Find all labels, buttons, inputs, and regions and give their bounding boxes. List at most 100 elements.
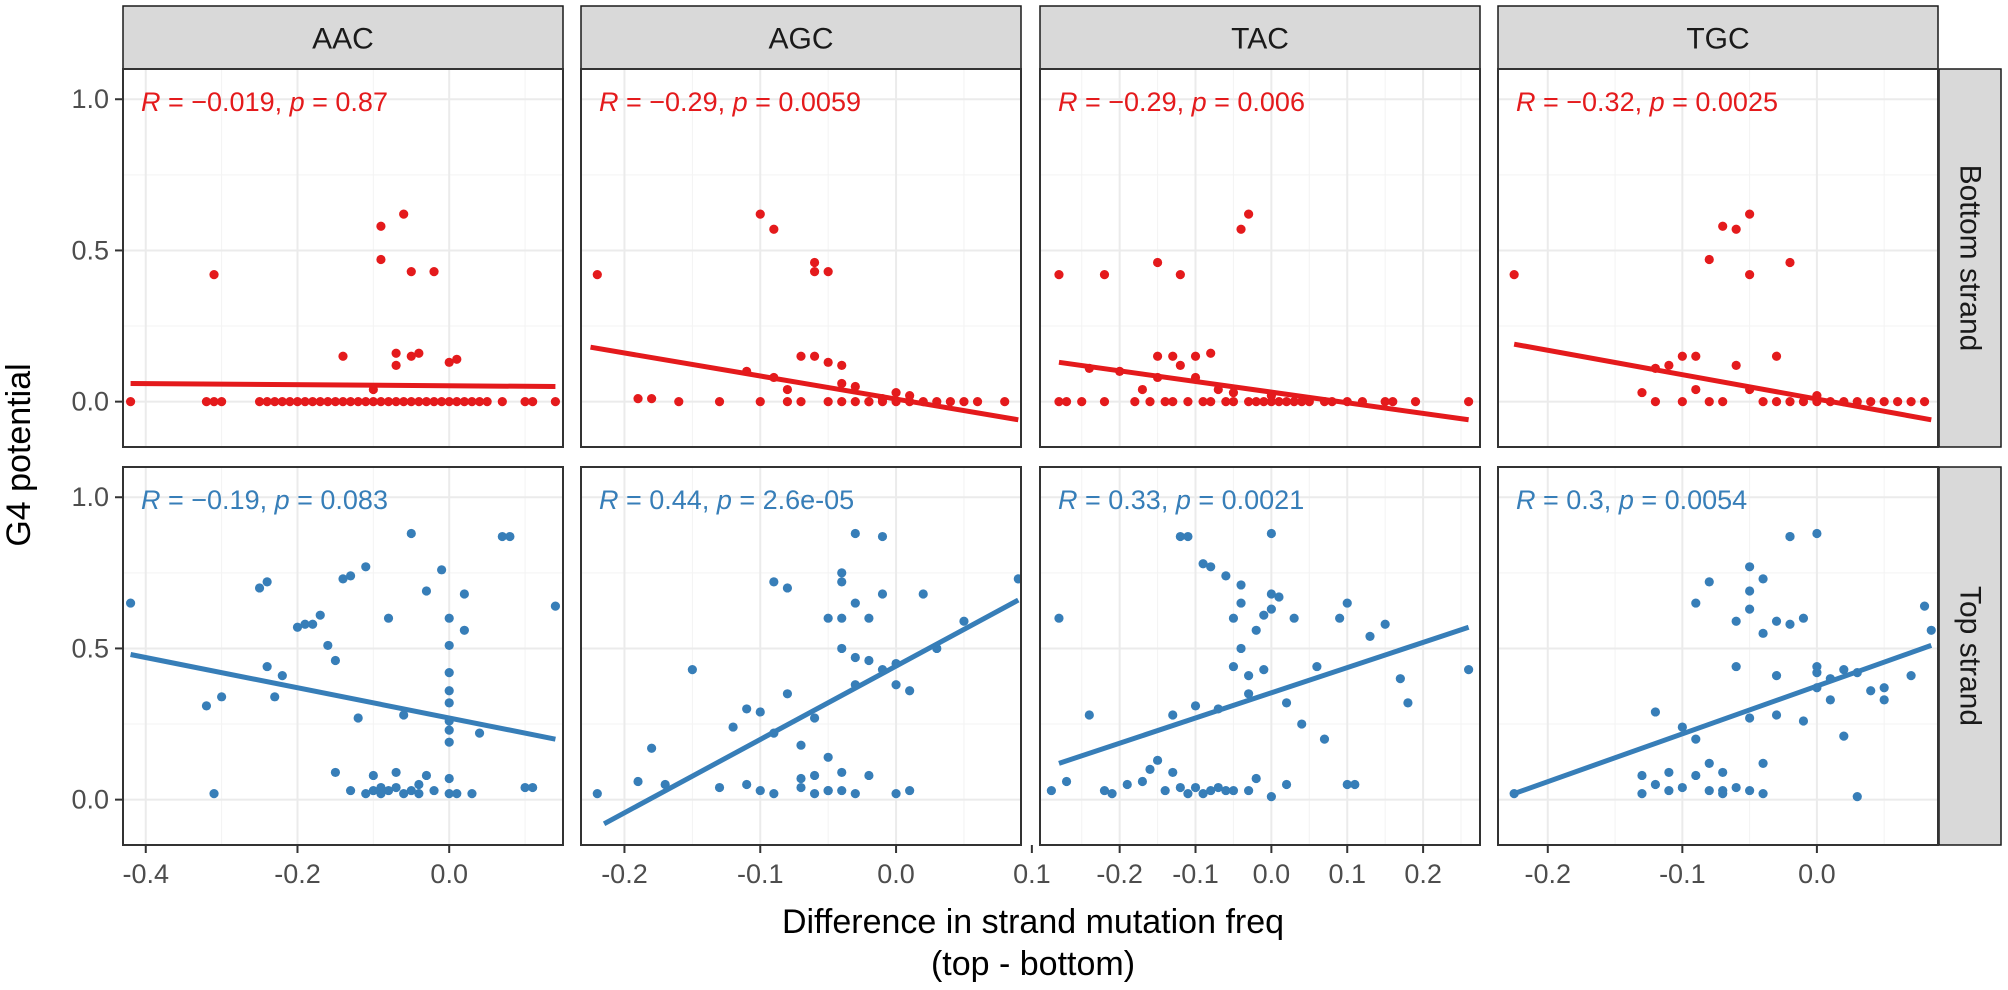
- x-tick-label: 0.1: [1328, 859, 1366, 889]
- data-point: [277, 397, 287, 407]
- data-point: [361, 562, 371, 572]
- data-point: [209, 788, 219, 799]
- panel-plot-area: [1040, 467, 1480, 845]
- panel-border: [580, 68, 1022, 448]
- data-point: [1061, 397, 1072, 407]
- data-point: [823, 752, 833, 762]
- data-point: [421, 397, 432, 407]
- data-point: [300, 397, 310, 407]
- data-point: [918, 589, 928, 599]
- data-point: [1731, 661, 1741, 672]
- data-point: [125, 598, 136, 608]
- data-point: [742, 704, 752, 714]
- regression-line: [130, 652, 556, 742]
- facet-strip-aac: AAC: [122, 5, 564, 70]
- data-point: [262, 661, 272, 672]
- panel-plot-area: [581, 69, 1021, 447]
- data-point: [647, 743, 657, 753]
- data-point: [209, 397, 219, 407]
- data-point: [1175, 782, 1185, 793]
- data-point: [1342, 598, 1352, 608]
- data-point: [1919, 397, 1930, 407]
- facet-strip-bg: [122, 5, 564, 70]
- data-point: [1274, 592, 1284, 602]
- data-point: [254, 583, 265, 593]
- panel-background: [1498, 467, 1938, 845]
- data-point: [444, 773, 454, 784]
- data-point: [837, 568, 847, 578]
- data-point: [755, 397, 765, 407]
- data-point: [452, 397, 462, 407]
- data-point: [505, 531, 515, 542]
- data-point: [1289, 613, 1299, 623]
- data-point: [1380, 397, 1390, 407]
- data-point: [1183, 531, 1193, 542]
- data-point: [1464, 665, 1474, 675]
- data-point: [391, 348, 401, 358]
- regression-line: [590, 344, 1019, 423]
- data-point: [1160, 785, 1170, 796]
- data-point: [1281, 397, 1292, 407]
- data-point: [1160, 397, 1170, 407]
- data-point: [837, 785, 847, 796]
- data-point: [782, 384, 793, 395]
- data-point: [1812, 528, 1822, 539]
- data-point: [769, 577, 779, 587]
- data-point: [1099, 785, 1110, 796]
- data-point: [1198, 397, 1208, 407]
- data-point: [1704, 785, 1714, 796]
- data-point: [217, 692, 227, 702]
- panel-tgc-top-strand: R = 0.3, p = 0.0054 -0.2 -0.1 0.0: [1497, 466, 1939, 889]
- data-point: [444, 737, 454, 747]
- data-point: [1198, 788, 1208, 799]
- data-point: [633, 394, 643, 404]
- data-point: [1183, 788, 1193, 799]
- data-point: [414, 788, 424, 799]
- data-point: [823, 267, 833, 277]
- data-point: [285, 397, 295, 407]
- data-point: [1152, 755, 1163, 765]
- facet-strip-tgc: TGC: [1497, 5, 1939, 70]
- data-point: [1244, 397, 1254, 407]
- data-point: [1281, 698, 1292, 708]
- data-point: [850, 788, 860, 799]
- data-point: [444, 640, 454, 651]
- data-point: [1785, 397, 1795, 407]
- panel-aac-bottom-strand: R = −0.019, p = 0.87 0.0 0.5 1.0: [71, 68, 564, 448]
- data-point: [1718, 788, 1728, 799]
- x-tick-label: 0.2: [1404, 859, 1442, 889]
- data-point: [959, 397, 969, 407]
- data-point: [796, 740, 806, 750]
- data-point: [308, 619, 318, 629]
- data-point: [201, 701, 212, 711]
- facet-strip-label: TGC: [1686, 23, 1749, 56]
- facet-strip-label: AGC: [768, 23, 833, 56]
- data-point: [687, 665, 697, 675]
- data-point: [1906, 671, 1916, 681]
- data-point: [1221, 397, 1231, 407]
- data-point: [1145, 764, 1155, 775]
- data-point: [262, 397, 272, 407]
- data-point: [550, 601, 561, 611]
- data-point: [209, 270, 219, 280]
- data-point: [361, 788, 371, 799]
- correlation-annotation: R = −0.32, p = 0.0025: [1516, 87, 1778, 117]
- data-point: [125, 397, 136, 407]
- facet-panels: AAC AGC TAC TGC Bottom strand Top strand R = −…: [71, 5, 2002, 889]
- regression-line: [1513, 341, 1932, 423]
- data-point: [437, 397, 447, 407]
- data-point: [254, 397, 265, 407]
- data-point: [467, 397, 477, 407]
- data-point: [1388, 397, 1398, 407]
- data-point: [368, 770, 378, 781]
- correlation-annotation: R = 0.44, p = 2.6e-05: [599, 485, 854, 515]
- data-point: [1137, 776, 1148, 787]
- data-point: [1825, 695, 1835, 705]
- data-point: [444, 686, 454, 696]
- data-point: [1745, 586, 1755, 596]
- data-point: [1266, 589, 1276, 599]
- data-point: [414, 348, 424, 358]
- data-point: [1054, 613, 1064, 623]
- data-point: [1650, 707, 1661, 717]
- data-point: [728, 722, 738, 732]
